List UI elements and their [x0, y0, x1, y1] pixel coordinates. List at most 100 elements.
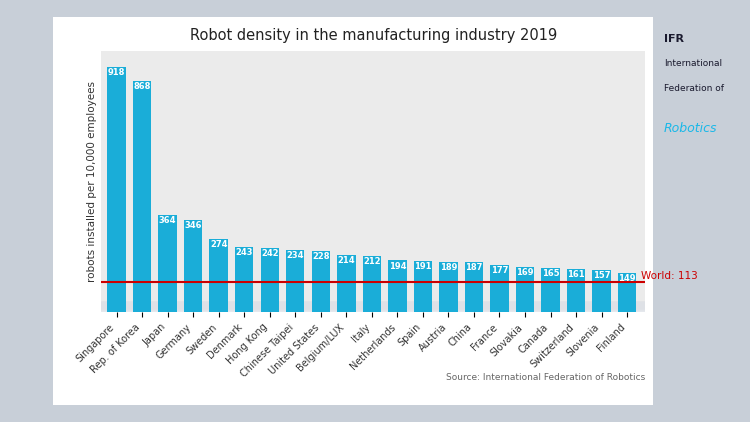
- Bar: [101, 307, 645, 312]
- Bar: [101, 306, 645, 312]
- Bar: [338, 255, 356, 312]
- Bar: [101, 304, 645, 310]
- Bar: [101, 305, 645, 311]
- Bar: [101, 306, 645, 311]
- Text: 868: 868: [134, 81, 151, 91]
- Text: 191: 191: [414, 262, 432, 271]
- Bar: [101, 304, 645, 309]
- Bar: [388, 260, 406, 312]
- Text: 194: 194: [388, 262, 406, 271]
- Bar: [101, 306, 645, 311]
- Y-axis label: robots installed per 10,000 employees: robots installed per 10,000 employees: [87, 81, 97, 282]
- Bar: [107, 67, 126, 312]
- Text: 165: 165: [542, 269, 560, 278]
- Bar: [101, 306, 645, 311]
- Text: Source: International Federation of Robotics: Source: International Federation of Robo…: [446, 373, 645, 382]
- Bar: [101, 306, 645, 311]
- Bar: [101, 303, 645, 308]
- Bar: [101, 302, 645, 308]
- Bar: [101, 303, 645, 308]
- Text: 364: 364: [159, 216, 176, 225]
- Bar: [101, 305, 645, 310]
- Bar: [101, 304, 645, 309]
- Bar: [101, 303, 645, 308]
- Bar: [101, 305, 645, 310]
- Bar: [133, 81, 152, 312]
- Text: 157: 157: [592, 271, 610, 281]
- Bar: [101, 303, 645, 308]
- Text: 189: 189: [440, 263, 457, 272]
- Bar: [101, 303, 645, 308]
- Bar: [101, 306, 645, 311]
- Bar: [101, 303, 645, 308]
- Bar: [158, 215, 177, 312]
- Text: IFR: IFR: [664, 34, 684, 44]
- Bar: [101, 303, 645, 308]
- Bar: [101, 307, 645, 312]
- Bar: [465, 262, 483, 312]
- Text: 169: 169: [516, 268, 534, 277]
- Bar: [101, 307, 645, 312]
- Bar: [101, 306, 645, 311]
- Bar: [101, 306, 645, 312]
- Text: 234: 234: [286, 251, 304, 260]
- Text: 274: 274: [210, 240, 227, 249]
- Text: 214: 214: [338, 256, 356, 265]
- Text: 346: 346: [184, 221, 202, 230]
- Bar: [101, 304, 645, 309]
- Bar: [286, 250, 304, 312]
- Bar: [184, 220, 203, 312]
- Bar: [363, 256, 381, 312]
- Bar: [101, 305, 645, 310]
- Bar: [592, 271, 610, 312]
- Bar: [101, 302, 645, 307]
- Text: 161: 161: [567, 271, 585, 279]
- Bar: [101, 305, 645, 310]
- Bar: [101, 303, 645, 309]
- Bar: [516, 267, 534, 312]
- Bar: [101, 305, 645, 310]
- Text: Federation of: Federation of: [664, 84, 724, 93]
- Bar: [101, 306, 645, 311]
- Text: 243: 243: [236, 249, 253, 257]
- Bar: [311, 252, 330, 312]
- Bar: [101, 304, 645, 309]
- Title: Robot density in the manufacturing industry 2019: Robot density in the manufacturing indus…: [190, 27, 556, 43]
- Bar: [101, 304, 645, 309]
- Bar: [567, 269, 585, 312]
- Bar: [101, 306, 645, 311]
- Bar: [440, 262, 458, 312]
- Bar: [101, 303, 645, 308]
- Bar: [101, 306, 645, 311]
- Bar: [414, 261, 432, 312]
- Bar: [101, 304, 645, 310]
- Bar: [542, 268, 560, 312]
- Bar: [101, 302, 645, 307]
- Text: International: International: [664, 59, 722, 68]
- Bar: [235, 247, 254, 312]
- Text: 187: 187: [465, 263, 483, 273]
- Bar: [101, 307, 645, 312]
- Bar: [101, 305, 645, 311]
- Bar: [101, 303, 645, 308]
- Text: 242: 242: [261, 249, 278, 258]
- Bar: [618, 273, 636, 312]
- Bar: [101, 305, 645, 310]
- Bar: [101, 304, 645, 309]
- Text: Robotics: Robotics: [664, 122, 717, 135]
- Bar: [209, 239, 228, 312]
- Bar: [101, 303, 645, 309]
- Bar: [101, 302, 645, 307]
- Bar: [101, 306, 645, 311]
- Bar: [260, 248, 279, 312]
- Text: 228: 228: [312, 252, 329, 262]
- Text: World: 113: World: 113: [641, 271, 698, 281]
- Text: 212: 212: [363, 257, 381, 266]
- Bar: [101, 303, 645, 308]
- Text: 149: 149: [619, 273, 636, 283]
- Text: 177: 177: [490, 266, 508, 275]
- Bar: [101, 307, 645, 312]
- Bar: [101, 302, 645, 308]
- Text: 918: 918: [108, 68, 125, 77]
- Bar: [490, 265, 508, 312]
